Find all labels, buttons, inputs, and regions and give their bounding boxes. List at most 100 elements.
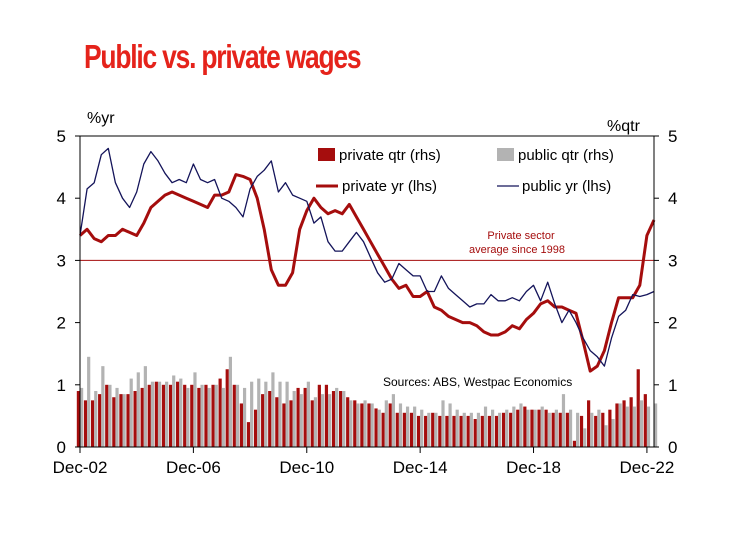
bar-private-qtr — [615, 403, 619, 447]
source-note: Sources: ABS, Westpac Economics — [383, 375, 572, 389]
bar-private-qtr — [636, 369, 640, 447]
bar-public-qtr — [576, 412, 580, 447]
x-tick-label: Dec-22 — [620, 458, 675, 477]
bar-public-qtr — [349, 400, 353, 447]
bar-private-qtr — [416, 415, 421, 447]
bar-private-qtr — [572, 440, 577, 447]
bar-private-qtr — [161, 384, 166, 447]
bar-public-qtr — [87, 356, 91, 447]
bar-public-qtr — [604, 425, 608, 447]
bar-public-qtr — [320, 394, 325, 447]
y-left-tick-label: 4 — [57, 189, 66, 208]
bar-private-qtr — [183, 384, 187, 447]
bar-public-qtr — [639, 400, 644, 447]
y-right-tick-label: 2 — [668, 314, 677, 333]
bar-private-qtr — [211, 384, 215, 447]
bar-private-qtr — [594, 415, 598, 447]
bar-public-qtr — [526, 409, 530, 447]
bar-private-qtr — [516, 409, 520, 447]
y-right-tick-label: 4 — [668, 189, 677, 208]
bar-private-qtr — [147, 384, 151, 447]
axes-layer: 0 0 1 1 2 2 3 3 4 4 5 5 Dec-02 Dec-06 Dec-10 Dec-14 Dec-… — [53, 127, 678, 477]
bar-public-qtr — [328, 394, 332, 447]
bar-private-qtr — [98, 394, 102, 447]
bar-public-qtr — [172, 375, 176, 447]
bar-private-qtr — [76, 391, 80, 447]
legend-label-private-qtr: private qtr (rhs) — [339, 147, 441, 164]
series-line-public_yr — [79, 147, 655, 367]
bar-private-qtr — [126, 394, 130, 447]
bar-public-qtr — [583, 428, 587, 447]
bar-private-qtr — [431, 412, 435, 447]
bar-public-qtr — [377, 409, 381, 447]
x-tick-label: Dec-10 — [279, 458, 334, 477]
legend-swatch-private-qtr — [318, 148, 335, 161]
bar-public-qtr — [533, 409, 537, 447]
bar-public-qtr — [101, 366, 105, 447]
bar-public-qtr — [94, 391, 98, 447]
bar-public-qtr — [136, 372, 140, 447]
bar-public-qtr — [554, 409, 558, 447]
bar-private-qtr — [579, 415, 584, 447]
bar-public-qtr — [115, 387, 119, 447]
bar-public-qtr — [165, 381, 169, 447]
bar-private-qtr — [587, 400, 591, 447]
x-tick-label: Dec-14 — [393, 458, 448, 477]
bar-private-qtr — [480, 415, 484, 447]
bar-public-qtr — [547, 412, 551, 447]
y-left-label: %yr — [87, 110, 115, 127]
bar-public-qtr — [363, 400, 367, 447]
bar-public-qtr — [625, 406, 629, 447]
bar-public-qtr — [512, 406, 516, 447]
refline-label-2: average since 1998 — [469, 244, 565, 256]
lines-layer — [79, 147, 656, 373]
bar-public-qtr — [278, 381, 282, 447]
bar-public-qtr — [235, 384, 240, 447]
bar-public-qtr — [646, 406, 651, 447]
bar-public-qtr — [420, 409, 424, 447]
bar-public-qtr — [632, 406, 636, 447]
bar-private-qtr — [544, 409, 548, 447]
bar-public-qtr — [207, 387, 211, 447]
bar-private-qtr — [296, 387, 300, 447]
bar-private-qtr — [353, 400, 357, 447]
y-left-tick-label: 0 — [57, 438, 66, 457]
bar-private-qtr — [367, 403, 371, 447]
bar-private-qtr — [133, 391, 137, 447]
bar-public-qtr — [398, 403, 403, 447]
bar-private-qtr — [530, 409, 534, 447]
bar-private-qtr — [119, 394, 123, 447]
bar-private-qtr — [83, 400, 88, 447]
bar-public-qtr — [299, 394, 303, 447]
bar-private-qtr — [310, 400, 314, 447]
bar-private-qtr — [261, 394, 265, 447]
bar-private-qtr — [424, 415, 428, 447]
bar-private-qtr — [551, 412, 555, 447]
bar-public-qtr — [228, 356, 233, 447]
bar-public-qtr — [157, 381, 162, 447]
bar-public-qtr — [342, 391, 346, 447]
bar-private-qtr — [324, 384, 329, 447]
legend: private qtr (rhs) public qtr (rhs) priva… — [316, 147, 614, 195]
bar-private-qtr — [466, 415, 470, 447]
y-right-tick-label: 5 — [668, 127, 677, 146]
bar-public-qtr — [306, 381, 310, 447]
bar-public-qtr — [568, 409, 573, 447]
bar-public-qtr — [264, 381, 268, 447]
bar-public-qtr — [313, 397, 318, 447]
bar-public-qtr — [611, 419, 615, 447]
bar-public-qtr — [186, 387, 190, 447]
bar-public-qtr — [193, 372, 197, 447]
bar-public-qtr — [434, 412, 438, 447]
chart-title: Public vs. private wages — [84, 38, 362, 75]
legend-label-public-yr: public yr (lhs) — [522, 178, 611, 195]
bar-public-qtr — [221, 387, 225, 447]
bar-public-qtr — [462, 412, 466, 447]
bar-private-qtr — [140, 387, 144, 447]
bar-public-qtr — [200, 384, 204, 447]
bar-private-qtr — [388, 403, 392, 447]
bar-private-qtr — [204, 384, 208, 447]
series-line-private_yr — [79, 173, 656, 373]
bar-public-qtr — [654, 403, 658, 447]
bar-public-qtr — [250, 381, 254, 447]
